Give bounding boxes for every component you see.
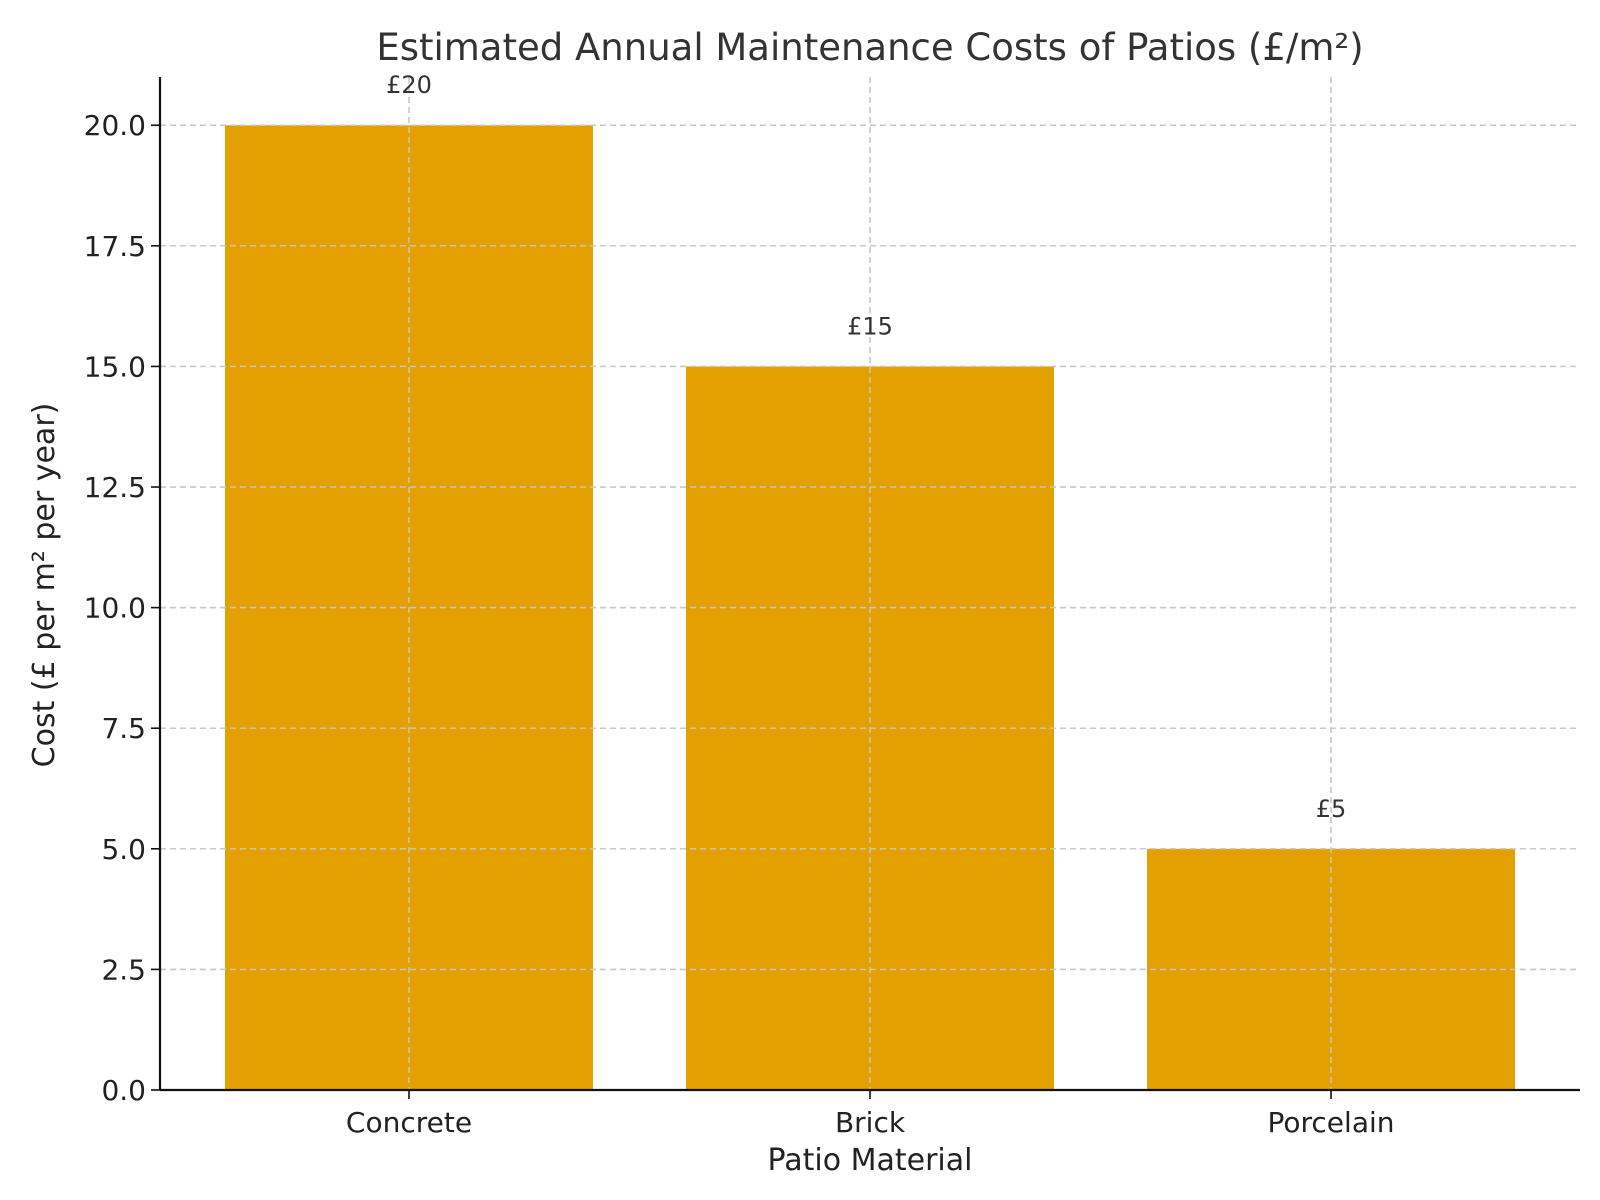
y-tick-label: 0.0 — [101, 1074, 146, 1107]
bars — [160, 77, 1580, 1091]
y-axis-label: Cost (£ per m² per year) — [27, 403, 62, 768]
x-tick-label: Brick — [835, 1106, 906, 1139]
data-label: £15 — [847, 312, 893, 340]
x-tick-label: Porcelain — [1268, 1106, 1395, 1139]
ticks: 0.0 2.5 5.0 7.5 10.0 12.5 15.0 17.5 20.0 Concrete… — [84, 109, 1395, 1139]
x-tick-label: Concrete — [346, 1106, 472, 1139]
y-tick-label: 12.5 — [84, 471, 146, 504]
y-tick-label: 5.0 — [101, 833, 146, 866]
data-label: £20 — [386, 71, 432, 99]
chart-title: Estimated Annual Maintenance Costs of Pa… — [376, 26, 1363, 69]
y-tick-label: 7.5 — [101, 712, 146, 745]
y-tick-label: 2.5 — [101, 953, 146, 986]
data-labels: £20 £15 £5 — [386, 71, 1346, 823]
y-tick-label: 10.0 — [84, 592, 146, 625]
y-tick-label: 17.5 — [84, 230, 146, 263]
data-label: £5 — [1316, 795, 1347, 823]
x-axis-label: Patio Material — [768, 1143, 973, 1178]
y-tick-label: 15.0 — [84, 350, 146, 383]
y-tick-label: 20.0 — [84, 109, 146, 142]
